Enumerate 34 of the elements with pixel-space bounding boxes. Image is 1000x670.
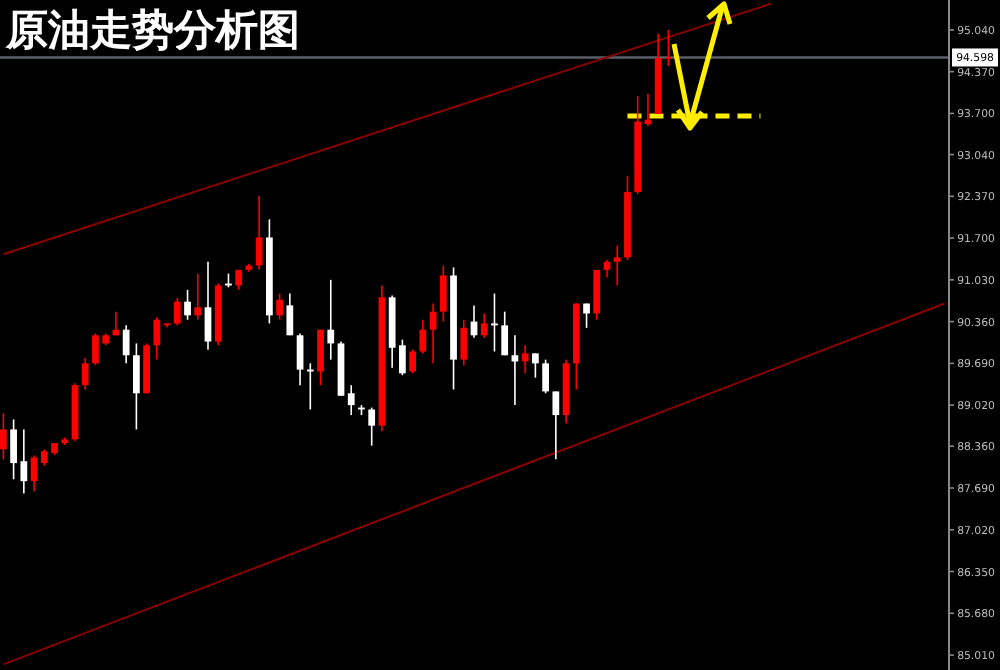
candlestick	[194, 272, 202, 321]
candlestick	[276, 292, 283, 321]
candlestick	[501, 310, 509, 357]
candlestick	[296, 332, 304, 386]
candlestick	[542, 358, 549, 395]
candlestick	[583, 302, 590, 329]
candlestick	[521, 344, 529, 375]
candlestick	[133, 342, 140, 431]
candlestick	[143, 342, 150, 395]
candlestick	[491, 292, 498, 353]
candlestick	[368, 406, 376, 447]
candlestick	[286, 292, 294, 337]
candlestick	[204, 260, 212, 351]
candlestick	[439, 264, 447, 323]
candlestick	[173, 297, 181, 327]
candlestick	[460, 318, 468, 367]
candlestick	[532, 352, 539, 379]
candlestick	[153, 316, 161, 361]
candlestick	[409, 348, 416, 375]
candlestick	[613, 244, 621, 287]
candlestick	[30, 454, 38, 492]
candlestick	[317, 328, 324, 386]
candlestick	[122, 324, 130, 365]
chart-title: 原油走势分析图	[4, 4, 300, 54]
candlestick	[593, 269, 601, 321]
candlestick	[480, 312, 488, 339]
candlestick	[327, 279, 335, 361]
candlestick	[81, 356, 89, 391]
candlestick	[347, 384, 355, 416]
candlestick	[419, 318, 427, 355]
candlestick	[184, 289, 191, 321]
candlestick	[0, 412, 7, 461]
candlestick	[552, 390, 560, 461]
candlestick	[255, 194, 263, 271]
